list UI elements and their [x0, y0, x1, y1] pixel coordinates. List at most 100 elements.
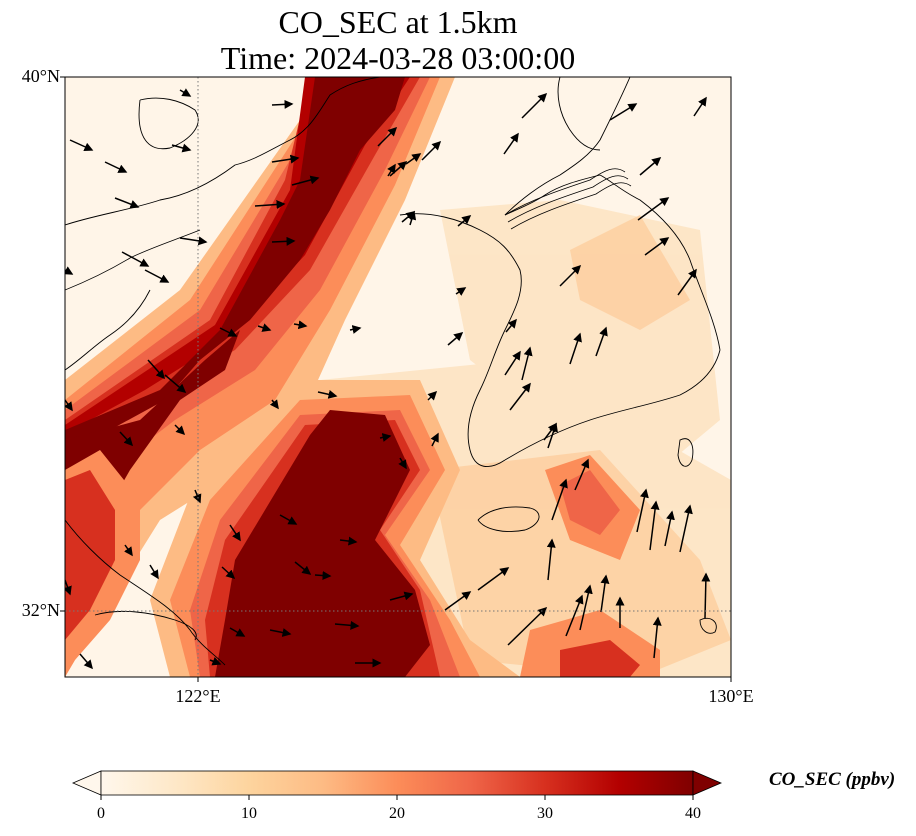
- colorbar-tick-10: 10: [241, 805, 257, 822]
- wind-vector-arrow: [279, 514, 298, 525]
- wind-vector-arrow: [477, 567, 510, 591]
- wind-vector-arrow: [149, 564, 159, 580]
- wind-vector-arrow: [114, 197, 140, 209]
- colorbar-extend-min: [71, 770, 102, 796]
- wind-vector-arrow: [644, 237, 670, 256]
- colorbar-tick-20: 20: [389, 805, 405, 822]
- colorbar-body: [100, 770, 694, 796]
- wind-vector-arrow: [257, 323, 272, 332]
- wind-vector-arrow: [229, 627, 246, 637]
- wind-vector-arrow: [144, 269, 170, 283]
- wind-vector-arrow: [79, 653, 93, 670]
- map-title-line1: CO_SEC at 1.5km: [278, 4, 518, 40]
- wind-vector-arrow: [455, 287, 467, 296]
- wind-vector-arrow: [192, 489, 202, 504]
- wind-vector-arrow: [209, 657, 222, 666]
- wind-vector-arrow: [421, 140, 442, 161]
- wind-vector-arrow: [521, 346, 533, 381]
- wind-vectors: [65, 88, 711, 670]
- wind-vector-arrow: [679, 504, 693, 553]
- wind-vector-arrow: [293, 320, 308, 330]
- wind-vector-arrow: [121, 251, 150, 267]
- wind-vector-arrow: [317, 389, 338, 399]
- wind-vector-arrow: [565, 594, 584, 637]
- colorbar-tick-marks: [100, 795, 694, 800]
- wind-vector-arrow: [457, 215, 472, 227]
- wind-vector-arrow: [652, 616, 662, 659]
- wind-vector-arrow: [546, 538, 556, 581]
- wind-vector-arrow: [595, 326, 608, 357]
- wind-vector-arrow: [294, 561, 312, 575]
- wind-vector-arrow: [271, 99, 294, 109]
- wind-vector-arrow: [507, 606, 548, 646]
- wind-vector-arrow: [65, 266, 74, 275]
- wind-vector-arrow: [430, 432, 439, 447]
- wind-vector-arrow: [379, 433, 392, 442]
- wind-vector-arrow: [65, 399, 73, 412]
- wind-vector-arrow: [609, 103, 638, 121]
- wind-vector-arrow: [579, 584, 593, 631]
- colorbar-tick-40: 40: [685, 805, 701, 822]
- wind-vector-arrow: [174, 424, 186, 436]
- lat-label-40n: 40°N: [21, 66, 60, 86]
- wind-vector-arrow: [69, 139, 94, 151]
- wind-vector-arrow: [147, 359, 165, 380]
- colorbar-tick-0: 0: [97, 805, 105, 822]
- wind-vector-arrow: [104, 161, 128, 173]
- wind-vector-arrow: [447, 332, 464, 346]
- wind-vector-arrow: [398, 457, 407, 470]
- colorbar-extend-max: [692, 770, 723, 796]
- wind-vector-arrow: [171, 143, 192, 153]
- wind-vector-arrow: [269, 628, 292, 637]
- wind-vector-arrow: [559, 264, 582, 287]
- wind-vector-arrow: [503, 132, 519, 155]
- wind-vector-arrow: [271, 154, 300, 164]
- wind-vector-arrow: [509, 382, 531, 411]
- wind-vector-arrow: [636, 488, 649, 533]
- wind-vector-arrow: [547, 422, 558, 449]
- wind-vector-arrow: [339, 536, 358, 546]
- wind-vector-arrow: [219, 327, 238, 337]
- wind-vector-arrow: [405, 153, 422, 165]
- wind-vector-arrow: [677, 268, 697, 296]
- wind-vector-arrow: [124, 544, 133, 557]
- wind-vector-arrow: [229, 524, 241, 542]
- wind-vector-arrow: [551, 478, 568, 521]
- colorbar: [71, 770, 723, 800]
- wind-vector-arrow: [407, 210, 417, 226]
- wind-vector-arrow: [269, 399, 279, 410]
- wind-vector-arrow: [254, 200, 286, 210]
- wind-vector-arrow: [389, 591, 414, 601]
- map-title-line2: Time: 2024-03-28 03:00:00: [220, 40, 576, 76]
- wind-vector-arrow: [639, 157, 662, 176]
- wind-vector-arrow: [377, 126, 398, 147]
- wind-vector-arrow: [444, 591, 472, 611]
- wind-vector-arrow: [179, 236, 208, 246]
- wind-vector-arrow: [164, 374, 187, 393]
- wind-vector-arrow: [505, 318, 517, 333]
- lon-label-122e: 122°E: [175, 686, 221, 706]
- wind-vector-arrow: [574, 458, 590, 491]
- wind-vector-arrow: [271, 236, 296, 246]
- wind-vector-arrow: [119, 431, 134, 447]
- map-frame: [64, 76, 732, 678]
- wind-vector-arrow: [314, 571, 332, 580]
- wind-vector-arrow: [349, 325, 362, 334]
- wind-vector-arrow: [600, 574, 610, 613]
- wind-vector-arrow: [521, 92, 548, 119]
- lon-label-130e: 130°E: [708, 686, 754, 706]
- lat-label-32n: 32°N: [21, 600, 60, 620]
- wind-vector-arrow: [693, 96, 707, 117]
- wind-vector-arrow: [504, 350, 521, 376]
- wind-vector-arrow: [664, 510, 675, 547]
- concentration-field: [65, 77, 731, 677]
- colorbar-label: CO_SEC (ppbv): [769, 769, 896, 790]
- wind-vector-arrow: [291, 175, 320, 186]
- axis-tick-marks: [60, 76, 732, 682]
- wind-vector-arrow: [649, 500, 660, 551]
- wind-vector-arrow: [179, 88, 192, 97]
- border-lines: [65, 168, 632, 291]
- wind-vector-arrow: [569, 332, 582, 365]
- wind-vector-arrow: [221, 566, 236, 580]
